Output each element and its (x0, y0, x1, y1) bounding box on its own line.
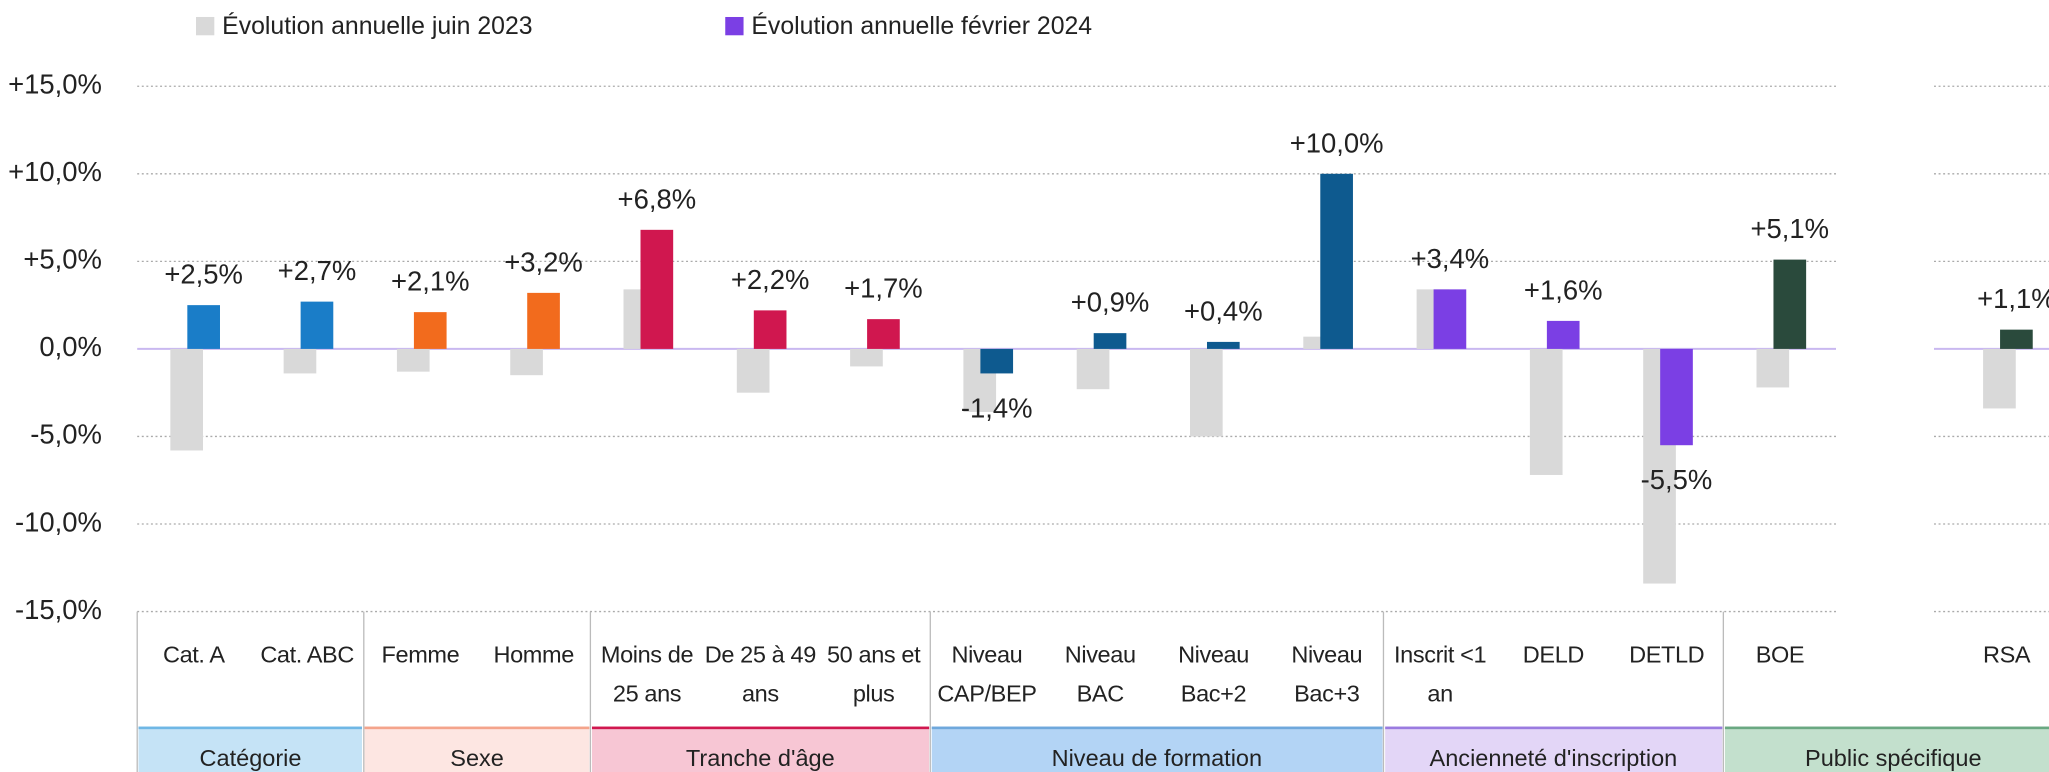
bar (1660, 348, 1693, 446)
x-tick-label: Niveau Bac+2 (1178, 641, 1249, 707)
data-label: +6,8% (618, 183, 697, 214)
bar (1206, 341, 1240, 349)
y-tick-label: +10,0% (8, 156, 102, 187)
x-tick-label: De 25 à 49 ans (704, 641, 817, 707)
x-tick-label: Niveau CAP/BEP (937, 641, 1037, 707)
group-label: Niveau de formation (931, 726, 1383, 772)
group-label: Sexe (365, 726, 590, 772)
data-label: +10,0% (1290, 127, 1384, 158)
bar (1756, 348, 1790, 388)
y-tick-label: -15,0% (15, 594, 102, 625)
bar (1773, 259, 1807, 349)
legend-label: Évolution annuelle février 2024 (751, 13, 1092, 40)
bar (850, 348, 883, 367)
y-tick-label: 0,0% (39, 331, 102, 362)
legend-label: Évolution annuelle juin 2023 (222, 13, 532, 40)
data-label: +3,4% (1411, 243, 1490, 274)
x-tick-label: Inscrit <1 an (1394, 641, 1487, 707)
x-tick-label: DELD (1522, 641, 1585, 668)
bar (283, 348, 317, 374)
bar (1983, 348, 2016, 409)
data-label: +1,7% (844, 273, 923, 304)
data-label: +5,1% (1751, 213, 1830, 244)
data-label: +2,7% (278, 255, 357, 286)
x-tick-label: Homme (493, 641, 575, 668)
x-tick-label: BOE (1755, 641, 1805, 668)
group-label: Public spécifique (1724, 726, 2049, 772)
bar (1433, 289, 1467, 349)
bar (980, 348, 1014, 374)
x-tick-label: Cat. ABC (260, 641, 354, 668)
data-label: -5,5% (1641, 464, 1713, 495)
data-label: +2,5% (164, 259, 243, 290)
data-label: +1,1% (1977, 283, 2049, 314)
y-tick-label: -5,0% (30, 419, 102, 450)
bar (1529, 348, 1563, 475)
bar (396, 348, 430, 372)
x-tick-label: Femme (381, 641, 460, 668)
x-tick-label: DETLD (1629, 641, 1705, 668)
x-tick-label: Cat. A (162, 641, 225, 668)
bar (510, 348, 543, 376)
y-tick-label: +15,0% (8, 68, 102, 99)
bar (300, 301, 334, 349)
x-tick-label: Niveau BAC (1064, 641, 1136, 707)
group-label: Ancienneté d'inscription (1384, 726, 1723, 772)
legend-swatch (196, 16, 215, 36)
data-label: +1,6% (1524, 274, 1603, 305)
bar (736, 348, 770, 393)
bar (753, 310, 787, 349)
bar (1546, 320, 1580, 349)
bar (1190, 348, 1223, 437)
bar (1076, 348, 1110, 390)
bar (867, 319, 900, 349)
y-tick-label: +5,0% (23, 244, 102, 275)
data-label: +0,4% (1184, 295, 1263, 326)
data-label: +2,1% (391, 266, 470, 297)
bar (170, 348, 204, 451)
bar (1093, 333, 1127, 349)
bar (527, 292, 560, 349)
data-label: -1,4% (961, 392, 1033, 423)
bar (187, 305, 220, 349)
data-label: +3,2% (504, 246, 583, 277)
x-tick-label: 50 ans et plus (826, 641, 921, 707)
legend-swatch (725, 16, 744, 36)
bar (1320, 173, 1353, 349)
group-label: Tranche d'âge (591, 726, 929, 772)
data-label: +0,9% (1071, 287, 1150, 318)
x-tick-label: RSA (1982, 641, 2031, 668)
x-tick-label: Moins de 25 ans (600, 641, 694, 707)
group-label: Catégorie (138, 726, 363, 772)
data-label: +2,2% (731, 264, 810, 295)
bar (640, 229, 674, 349)
bar (2000, 329, 2033, 349)
x-tick-label: Niveau Bac+3 (1291, 641, 1363, 707)
y-tick-label: -10,0% (15, 506, 102, 537)
bar (413, 312, 447, 349)
